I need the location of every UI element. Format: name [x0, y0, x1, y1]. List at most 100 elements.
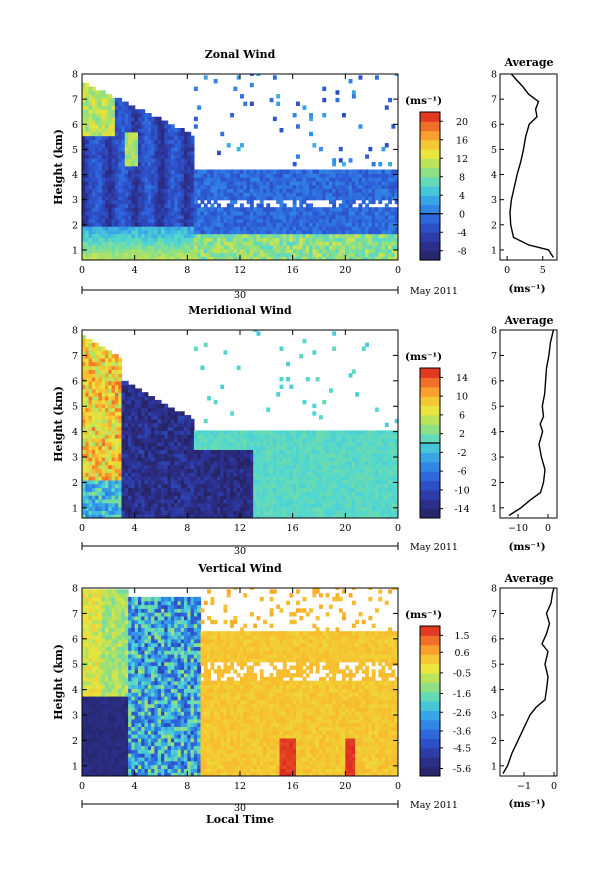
heatmap-cell	[88, 214, 93, 220]
heatmap-cell	[114, 97, 119, 103]
heatmap-cell	[124, 502, 129, 508]
heatmap-cell	[292, 453, 297, 458]
heatmap-cell	[253, 252, 258, 257]
heatmap-cell	[170, 241, 175, 246]
heatmap-cell	[193, 207, 198, 212]
heatmap-cell	[305, 184, 310, 189]
heatmap-cell	[184, 468, 188, 473]
heatmap-cell	[88, 411, 93, 416]
heatmap-cell	[190, 430, 195, 435]
heatmap-cell	[282, 510, 287, 515]
heatmap-cell	[236, 464, 241, 469]
heatmap-cell	[266, 476, 271, 481]
heatmap-cell	[279, 468, 284, 473]
heatmap-cell	[174, 438, 179, 443]
heatmap-cell	[114, 487, 119, 492]
heatmap-cell	[95, 399, 100, 405]
heatmap-cell	[88, 229, 93, 235]
heatmap-cell	[246, 233, 251, 238]
heatmap-cell	[91, 441, 96, 447]
heatmap-cell	[276, 180, 281, 186]
heatmap-cell	[272, 487, 277, 492]
heatmap-cell	[378, 214, 383, 220]
heatmap-cell	[151, 252, 155, 257]
heatmap-cell	[302, 476, 307, 481]
heatmap-cell	[286, 438, 290, 443]
heatmap-cell	[240, 188, 244, 193]
heatmap-cell	[289, 479, 294, 485]
heatmap-cell	[144, 162, 149, 167]
heatmap-cell	[184, 491, 188, 496]
heatmap-cell	[144, 407, 149, 412]
heatmap-cell	[91, 86, 96, 91]
heatmap-cell	[342, 192, 346, 197]
heatmap-cell	[368, 192, 373, 197]
heatmap-cell	[200, 487, 205, 492]
heatmap-cell	[233, 495, 238, 500]
heatmap-cell	[256, 241, 261, 246]
heatmap-cell	[141, 120, 146, 125]
heatmap-cell	[121, 495, 126, 500]
heatmap-cell	[358, 211, 363, 216]
heatmap-cell	[325, 195, 330, 201]
heatmap-cell	[111, 199, 116, 205]
heatmap-cell	[138, 506, 142, 511]
heatmap-cell	[151, 116, 155, 122]
heatmap-cell	[128, 116, 132, 122]
heatmap-cell	[272, 244, 277, 250]
heatmap-cell	[141, 426, 146, 431]
heatmap-cell	[203, 434, 208, 439]
heatmap-cell	[82, 338, 86, 344]
heatmap-cell	[177, 479, 182, 485]
heatmap-cell	[365, 211, 369, 216]
heatmap-cell	[154, 222, 159, 227]
heatmap-cell	[384, 218, 389, 223]
heatmap-cell	[305, 256, 310, 260]
heatmap-cell	[174, 430, 179, 435]
heatmap-cell	[114, 434, 119, 439]
colorbar-tick-label: -4	[457, 228, 466, 239]
heatmap-cell	[85, 120, 90, 125]
heatmap-cell	[108, 472, 113, 477]
heatmap-cell	[82, 369, 86, 374]
heatmap-cell	[108, 139, 113, 144]
heatmap-cell	[375, 218, 379, 223]
heatmap-cell	[144, 192, 149, 197]
heatmap-cell	[184, 184, 188, 189]
heatmap-cell	[233, 248, 238, 254]
heatmap-cell	[131, 396, 136, 401]
heatmap-cell	[236, 146, 241, 152]
heatmap-cell	[276, 472, 281, 477]
heatmap-cell	[134, 472, 139, 477]
heatmap-cell	[269, 211, 274, 216]
heatmap-cell	[276, 207, 281, 212]
heatmap-cell	[276, 514, 281, 518]
heatmap-cell	[88, 354, 93, 359]
heatmap-cell	[292, 510, 297, 515]
heatmap-cell	[101, 487, 106, 492]
heatmap-cell	[180, 430, 185, 435]
heatmap-cell	[249, 464, 254, 469]
heatmap-cell	[108, 510, 113, 515]
heatmap-cell	[141, 422, 146, 428]
heatmap-cell	[325, 180, 330, 186]
heatmap-cell	[105, 502, 109, 508]
heatmap-cell	[167, 506, 172, 511]
heatmap-cell	[272, 438, 277, 443]
heatmap-cell	[151, 184, 155, 189]
heatmap-cell	[154, 441, 159, 447]
heatmap-cell	[286, 248, 290, 254]
heatmap-cell	[95, 218, 100, 223]
heatmap-cell	[282, 491, 287, 496]
heatmap-cell	[292, 487, 297, 492]
heatmap-cell	[342, 248, 346, 254]
heatmap-cell	[157, 165, 162, 171]
heatmap-cell	[124, 457, 129, 462]
heatmap-cell	[213, 177, 218, 182]
heatmap-cell	[207, 476, 211, 481]
heatmap-cell	[240, 434, 244, 439]
heatmap-cell	[82, 346, 86, 351]
heatmap-cell	[249, 222, 254, 227]
heatmap-cell	[170, 248, 175, 254]
heatmap-cell	[85, 342, 90, 348]
